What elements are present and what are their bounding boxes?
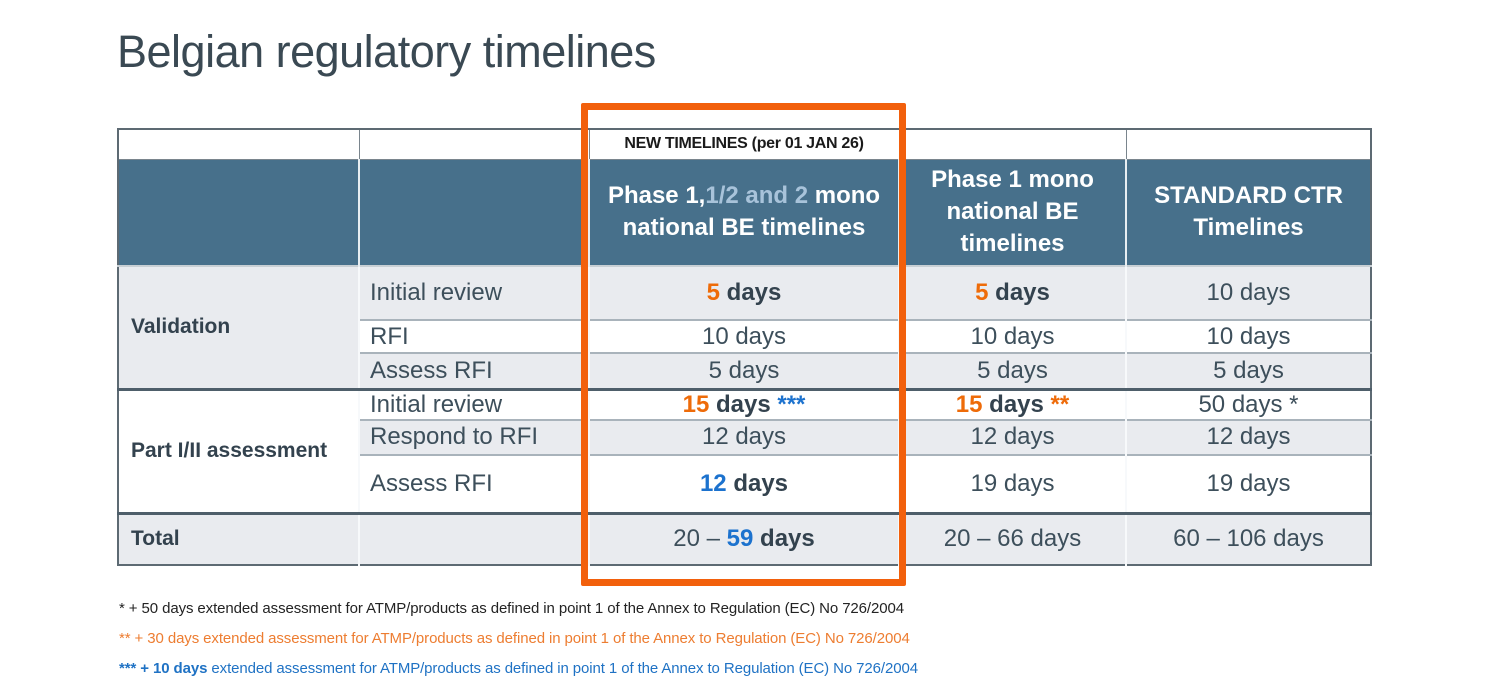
footnote-single-asterisk: * + 50 days extended assessment for ATMP… (119, 600, 918, 617)
text-segment: ** (1050, 390, 1070, 418)
table-row: Part I/II assessment Initial review 15 d… (118, 387, 1371, 514)
table-row: Respond to RFI 12 days 12 days 12 days (118, 418, 1371, 455)
table-row: Validation Initial review 5 days 5 days … (118, 265, 1371, 389)
text-segment: 5 days (708, 356, 780, 384)
banner-empty-cell (117, 128, 360, 160)
text-segment: * + 50 days extended assessment for ATMP… (119, 600, 904, 617)
value-cell: 12 days (898, 418, 1126, 455)
timelines-table: NEW TIMELINES (per 01 JAN 26) Phase 1,1/… (117, 128, 1372, 566)
group-part-assessment: Part I/II assessment (118, 387, 359, 514)
text-segment: 12 days (701, 423, 787, 450)
text-segment: Phase 1, (607, 182, 706, 210)
text-segment: 15 (682, 390, 710, 418)
empty-cell (358, 512, 589, 565)
header-empty-cell (118, 159, 359, 266)
total-cell: 60 – 106 days (1125, 512, 1371, 565)
text-segment: *** (777, 390, 806, 418)
table-row: Assess RFI 12 days 19 days 19 days (118, 453, 1371, 514)
header-empty-cell (358, 159, 589, 266)
regulatory-timelines-table: NEW TIMELINES (per 01 JAN 26) Phase 1,1/… (117, 128, 1372, 566)
text-segment: 60 – 106 days (1173, 525, 1324, 553)
value-cell: 12 days (1125, 418, 1371, 455)
header-phase1-mono: Phase 1 mono national BE timelines (898, 159, 1126, 266)
text-segment: ** + 30 days extended assessment for ATM… (119, 630, 910, 647)
value-cell: 10 days (898, 319, 1126, 353)
value-cell: 5 days (588, 352, 899, 389)
text-segment: 50 days * (1198, 390, 1299, 418)
text-segment: days (982, 390, 1051, 418)
text-segment: 12 days (970, 423, 1055, 450)
row-label: Assess RFI (358, 453, 589, 514)
value-cell: 5 days (1125, 352, 1371, 389)
value-cell: 15 days *** (588, 387, 899, 420)
text-segment: 20 – (673, 525, 727, 553)
value-cell: 19 days (898, 453, 1126, 514)
value-cell: 12 days (588, 418, 899, 455)
text-segment: 19 days (970, 469, 1055, 497)
banner-empty-cell (898, 128, 1127, 160)
footnote-triple-asterisk: *** + 10 days extended assessment for AT… (119, 660, 918, 677)
header-phase1-12-2: Phase 1,1/2 and 2 mono national BE timel… (588, 159, 899, 266)
row-label: Initial review (358, 387, 589, 420)
text-segment: 1/2 and 2 (705, 182, 809, 210)
text-segment: 20 – 66 days (943, 525, 1082, 553)
text-segment: 10 days (1206, 322, 1291, 350)
value-cell: 12 days (588, 453, 899, 514)
total-row: Total 20 – 59 days 20 – 66 days 60 – 106… (118, 512, 1371, 565)
footnote-double-asterisk: ** + 30 days extended assessment for ATM… (119, 630, 918, 647)
text-segment: mono national BE timelines (622, 182, 881, 242)
text-segment: days (719, 279, 782, 306)
total-cell: 20 – 59 days (588, 512, 899, 565)
group-total: Total (118, 512, 359, 565)
value-cell: 50 days * (1125, 387, 1371, 420)
text-segment: extended assessment for ATMP/products as… (207, 660, 918, 677)
value-cell: 10 days (1125, 319, 1371, 353)
text-segment: days (753, 525, 815, 553)
text-segment: 5 days (1213, 356, 1284, 384)
header-row: Phase 1,1/2 and 2 mono national BE timel… (118, 159, 1371, 266)
text-segment: 19 days (1206, 469, 1291, 497)
text-segment: 10 days (701, 322, 787, 350)
text-segment: 12 (699, 469, 727, 497)
value-cell: 5 days (588, 265, 899, 320)
text-segment: 5 (975, 279, 989, 306)
text-segment: days (988, 279, 1050, 306)
value-cell: 5 days (898, 352, 1126, 389)
value-cell: 5 days (898, 265, 1126, 320)
total-cell: 20 – 66 days (898, 512, 1126, 565)
banner-empty-cell (1125, 128, 1372, 160)
value-cell: 15 days ** (898, 387, 1126, 420)
text-segment: 5 days (977, 356, 1048, 384)
table-row: Assess RFI 5 days 5 days 5 days (118, 352, 1371, 389)
value-cell: 19 days (1125, 453, 1371, 514)
text-segment: 10 days (970, 322, 1055, 350)
value-cell: 10 days (1125, 265, 1371, 320)
text-segment: 12 days (1206, 423, 1291, 450)
table-row: RFI 10 days 10 days 10 days (118, 319, 1371, 353)
text-segment: days (709, 390, 778, 418)
value-cell: 10 days (588, 319, 899, 353)
group-validation: Validation (118, 265, 359, 389)
row-label: Respond to RFI (358, 418, 589, 455)
header-standard-ctr: STANDARD CTR Timelines (1125, 159, 1371, 266)
banner-row: NEW TIMELINES (per 01 JAN 26) (117, 128, 1372, 160)
footnotes: * + 50 days extended assessment for ATMP… (119, 600, 918, 690)
row-label: RFI (358, 319, 589, 353)
text-segment: 15 (955, 390, 983, 418)
text-segment: 59 (726, 525, 754, 553)
row-label: Assess RFI (358, 352, 589, 389)
text-segment: *** + 10 days (119, 660, 208, 677)
page-title: Belgian regulatory timelines (117, 26, 656, 77)
row-label: Initial review (358, 265, 589, 320)
text-segment: 5 (706, 279, 720, 306)
banner-empty-cell (358, 128, 590, 160)
text-segment: days (726, 469, 789, 497)
new-timelines-banner: NEW TIMELINES (per 01 JAN 26) (588, 128, 900, 160)
text-segment: 10 days (1206, 279, 1291, 306)
